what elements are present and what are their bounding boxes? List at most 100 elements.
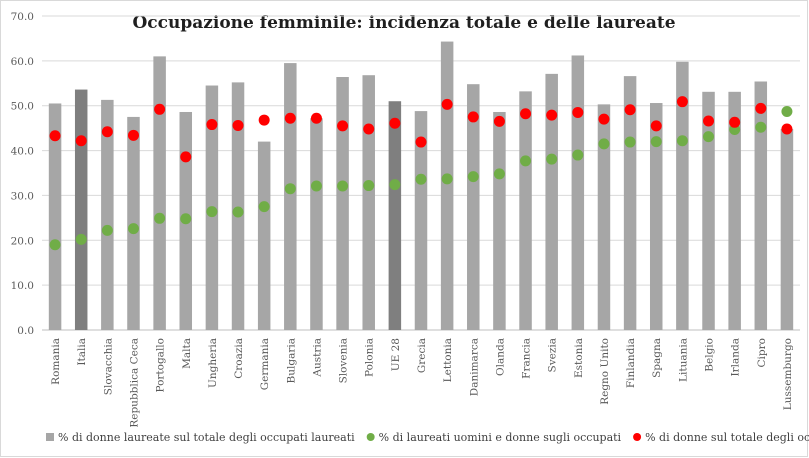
bar: [388, 101, 402, 330]
green-point: [101, 224, 113, 236]
x-tick-label: Cipro: [756, 338, 768, 367]
red-point: [493, 115, 505, 127]
green-point: [703, 131, 715, 143]
red-point: [284, 112, 296, 124]
red-point: [310, 112, 322, 124]
red-point: [703, 115, 715, 127]
red-point: [75, 135, 87, 147]
red-point: [415, 136, 427, 148]
chart-title: Occupazione femminile: incidenza totale …: [132, 13, 675, 33]
x-tick-label: Irlanda: [730, 338, 742, 377]
bar: [728, 91, 741, 331]
red-point: [154, 103, 166, 115]
bar: [48, 103, 62, 330]
y-tick-label: 0.0: [17, 325, 34, 337]
red-point: [729, 116, 741, 128]
red-point: [650, 120, 662, 132]
x-tick-label: Spagna: [651, 338, 663, 378]
red-point: [363, 123, 375, 135]
green-point: [206, 206, 218, 218]
legend-label: % di donne laureate sul totale degli occ…: [58, 431, 355, 444]
y-tick-label: 20.0: [11, 235, 34, 247]
green-point: [572, 149, 584, 161]
bar: [257, 141, 271, 330]
x-tick-label: Lussemburgo: [782, 338, 794, 410]
red-point: [389, 117, 401, 129]
legend-label: % di donne sul totale degli occupati: [645, 431, 809, 444]
green-point: [546, 153, 558, 165]
y-tick-label: 10.0: [11, 280, 34, 292]
x-tick-label-layer: Romania Italia Slovacchia Repubblica Ceca Po…: [50, 338, 794, 428]
x-tick-label: Bulgaria: [285, 338, 297, 383]
x-tick-label: Estonia: [573, 338, 585, 378]
x-tick-label: Slovacchia: [102, 338, 114, 395]
bar: [754, 81, 768, 331]
red-point: [49, 130, 61, 142]
green-point: [310, 180, 322, 192]
bar: [153, 56, 166, 330]
bar: [467, 84, 480, 330]
red-point: [441, 98, 453, 110]
x-tick-label: Repubblica Ceca: [128, 338, 140, 428]
bar: [284, 63, 297, 330]
green-point: [389, 179, 401, 191]
red-point: [258, 114, 270, 126]
x-tick-label: Croazia: [233, 338, 245, 379]
bar: [231, 82, 245, 330]
bar: [362, 75, 375, 330]
x-tick-label: Grecia: [416, 338, 428, 373]
bar: [310, 118, 323, 330]
legend: % di donne laureate sul totale degli occ…: [46, 431, 809, 444]
bar: [440, 41, 454, 330]
green-point: [180, 213, 192, 225]
red-point: [546, 109, 558, 121]
red-point: [572, 106, 584, 118]
x-tick-label: UE 28: [390, 338, 402, 371]
x-tick-label: Malta: [181, 338, 193, 369]
x-tick-label: Belgio: [704, 338, 716, 372]
green-point: [415, 173, 427, 185]
green-point: [49, 239, 61, 251]
red-point: [781, 123, 793, 135]
green-point: [598, 138, 610, 150]
red-point: [127, 129, 139, 141]
green-point: [284, 183, 296, 195]
green-point: [650, 136, 662, 148]
bar: [571, 55, 585, 331]
green-point: [127, 223, 139, 235]
green-point: [781, 106, 793, 118]
bar: [519, 91, 532, 330]
x-tick-label: Lituania: [677, 338, 689, 382]
green-point: [520, 155, 532, 167]
bar: [336, 77, 349, 331]
legend-swatch-bar: [46, 433, 54, 441]
green-point: [363, 180, 375, 192]
red-point: [337, 120, 349, 132]
bar: [597, 104, 611, 331]
x-tick-label: Portogallo: [155, 338, 167, 393]
red-point: [101, 126, 113, 138]
x-tick-label: Danimarca: [468, 338, 480, 396]
red-point: [206, 119, 218, 131]
x-tick-label: Ungheria: [207, 338, 219, 388]
x-tick-label: Germania: [259, 338, 271, 390]
bar: [702, 91, 715, 331]
legend-swatch-dot: [633, 433, 642, 441]
bar: [545, 73, 558, 330]
green-point: [755, 121, 767, 133]
x-tick-label: Regno Unito: [599, 338, 611, 405]
x-tick-label: Olanda: [494, 338, 506, 376]
bar: [780, 129, 794, 330]
bar: [74, 89, 88, 331]
green-point: [258, 201, 270, 213]
bar: [101, 99, 114, 330]
red-point: [520, 108, 532, 120]
red-dot-layer: [49, 96, 793, 163]
red-point: [598, 113, 610, 125]
x-tick-label: Finlandia: [625, 338, 637, 388]
x-tick-label: Italia: [76, 338, 88, 366]
x-tick-label: Slovenia: [338, 338, 350, 383]
green-point: [467, 171, 479, 183]
y-tick-label: 60.0: [11, 56, 34, 68]
